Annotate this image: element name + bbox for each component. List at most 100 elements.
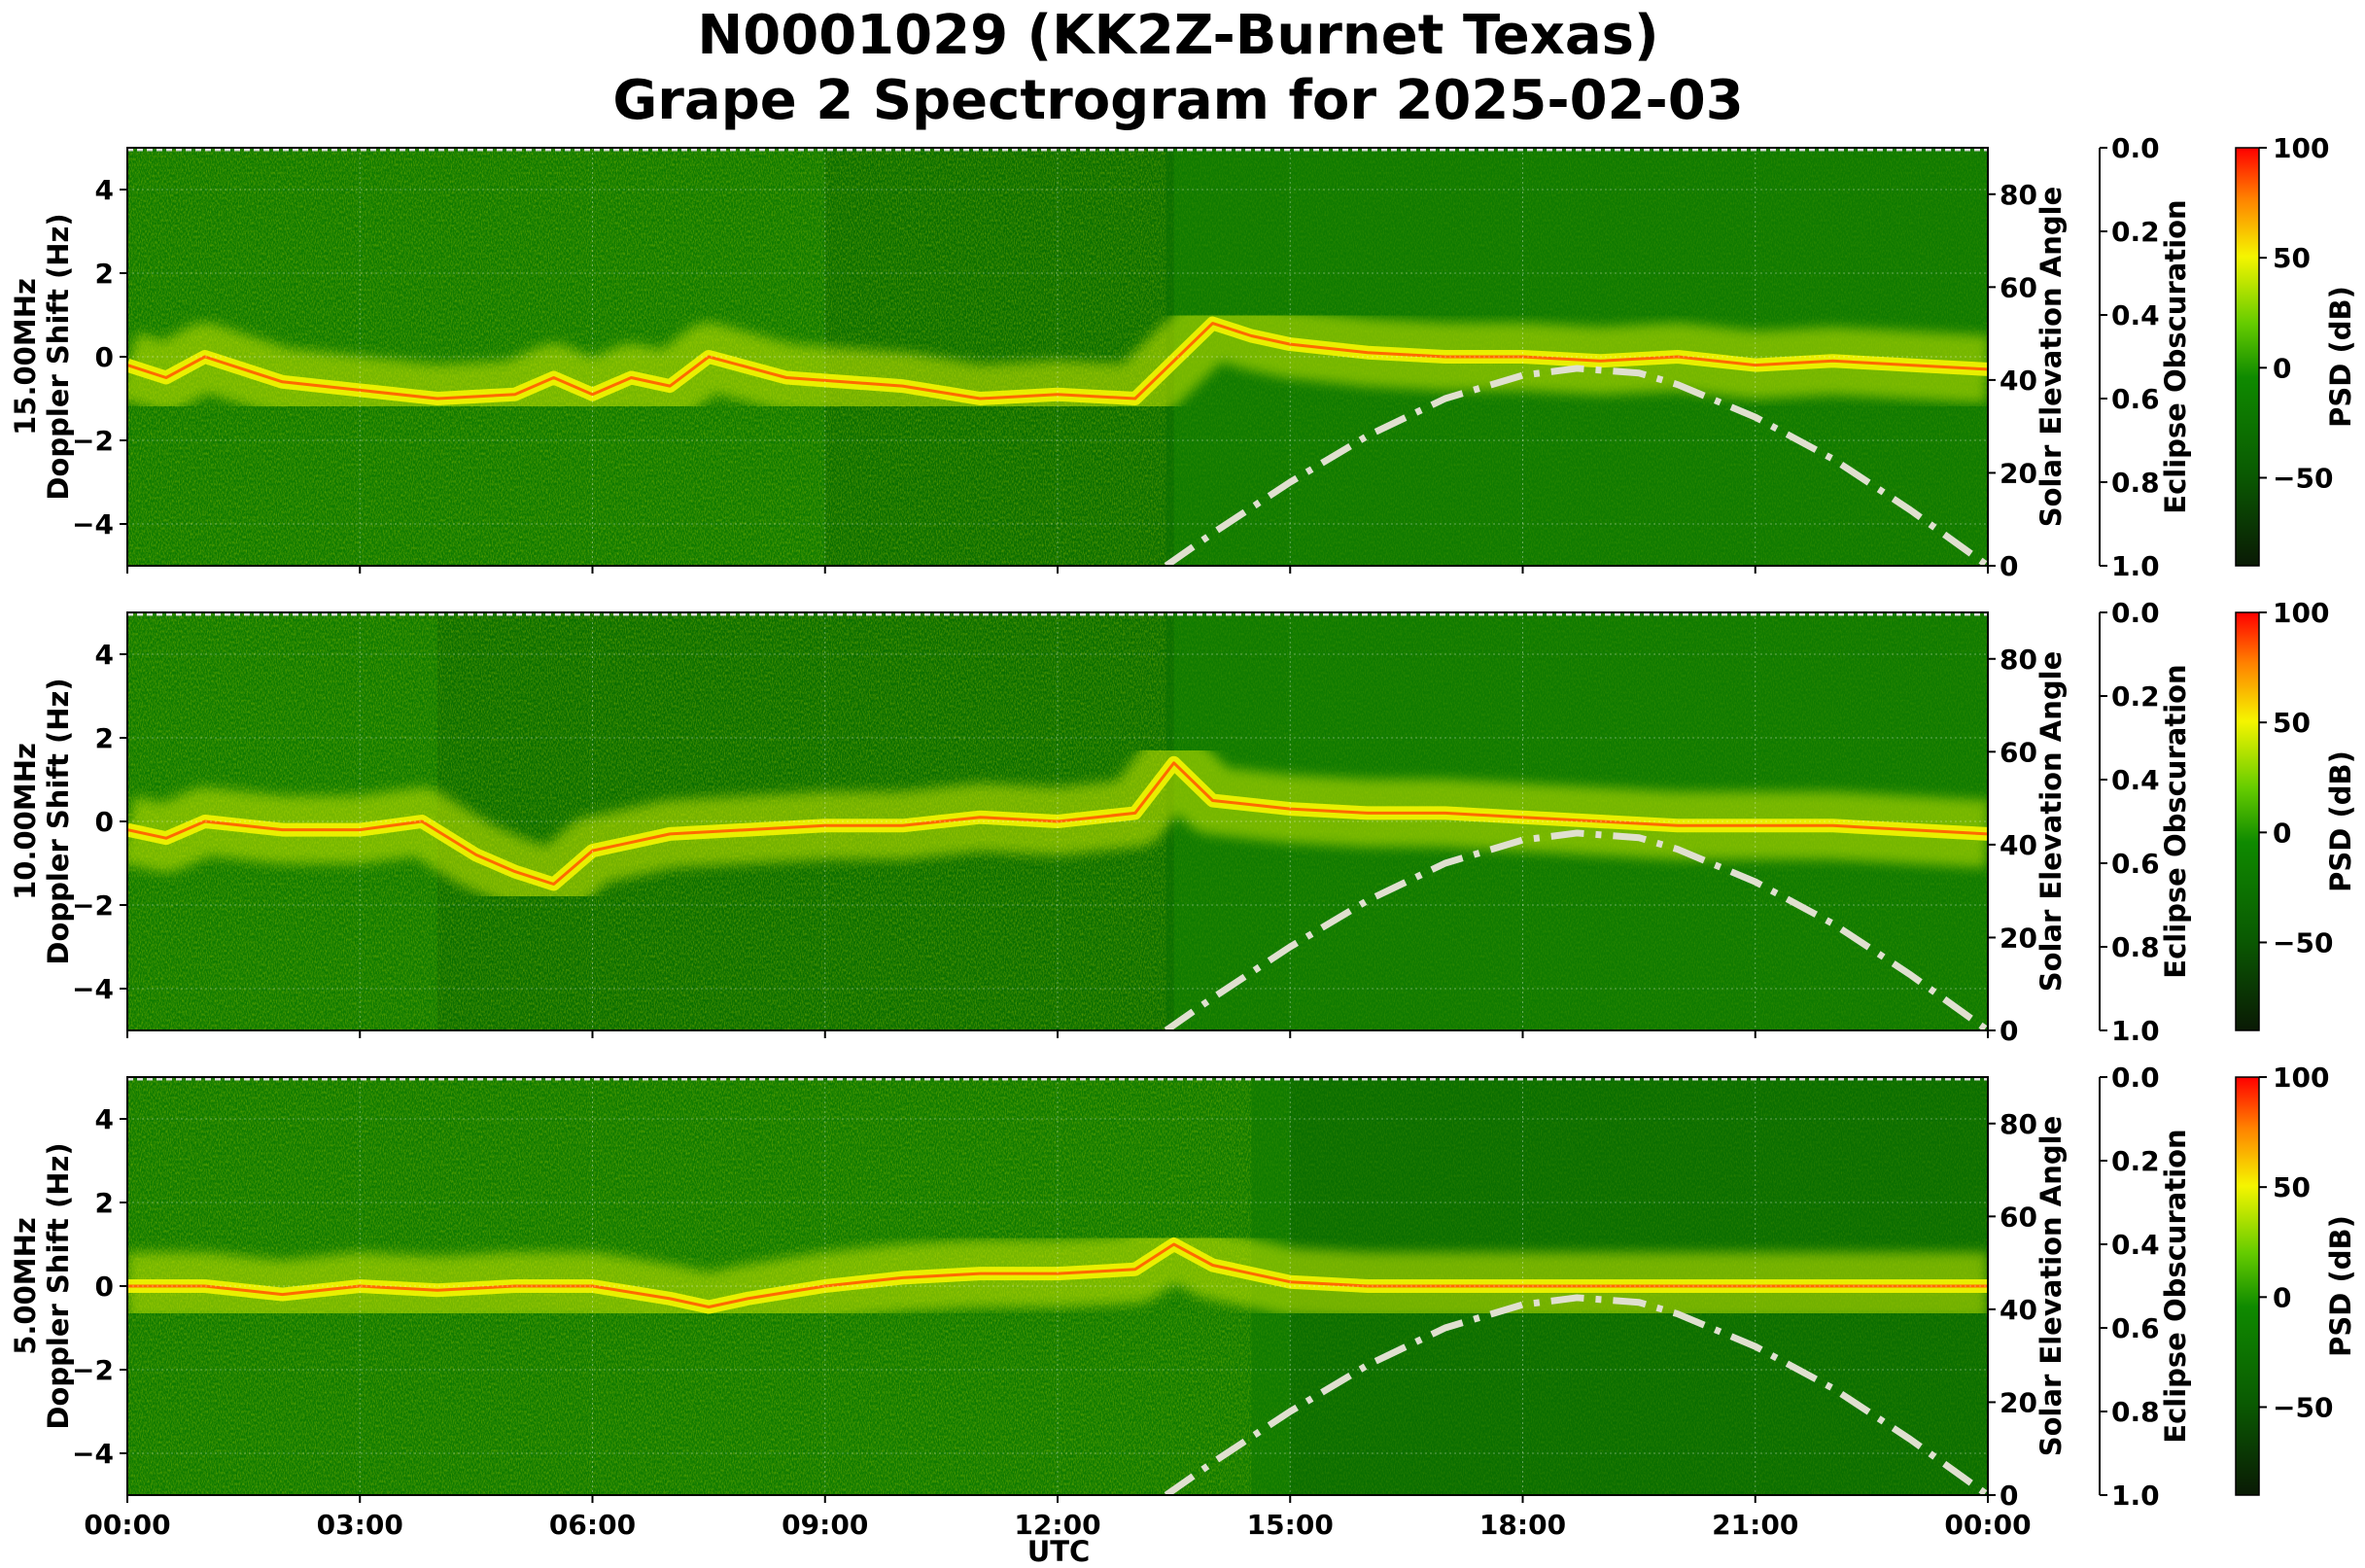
carrier-trace [127, 322, 1988, 401]
y-tick-label: −2 [72, 889, 114, 922]
y2-tick-label: 0 [2000, 1015, 2018, 1047]
y3-tick-label: 0.8 [2111, 931, 2160, 963]
colorbar-tick-label: 0 [2273, 817, 2291, 849]
y2-tick-label: 40 [2000, 1294, 2037, 1326]
spectrogram-image [127, 1077, 1988, 1495]
colorbar-tick-label: 100 [2273, 597, 2329, 629]
y2-tick-label: 40 [2000, 365, 2037, 397]
y-tick-label: 4 [95, 639, 114, 671]
y2-tick-label: 60 [2000, 1201, 2037, 1233]
solar-elevation-line [1164, 829, 1988, 1030]
y2-axis-label: Solar Elevation Angle [2035, 1116, 2068, 1457]
y-tick-label: 4 [95, 1103, 114, 1135]
solar-elevation-line [1164, 1294, 1988, 1495]
chart-title-line-2: Grape 2 Spectrogram for 2025-02-03 [612, 69, 1743, 132]
y-tick-label: 0 [95, 806, 114, 838]
x-tick-label: 15:00 [1247, 1509, 1334, 1541]
y2-tick-label: 20 [2000, 922, 2037, 954]
colorbar-tick-label: 0 [2273, 352, 2291, 384]
x-tick-label: 06:00 [549, 1509, 636, 1541]
y3-tick-label: 1.0 [2111, 1480, 2160, 1512]
y3-axis-label: Eclipse Obscuration [2159, 199, 2192, 513]
y-axis-label: Doppler Shift (Hz) [42, 213, 75, 500]
y2-tick-label: 80 [2000, 179, 2037, 211]
frequency-label: 10.00MHz [9, 743, 42, 900]
x-axis-label: UTC [1027, 1535, 1091, 1568]
carrier-trace [127, 1242, 1988, 1308]
y2-tick-label: 80 [2000, 644, 2037, 676]
y2-tick-label: 0 [2000, 1480, 2018, 1512]
y-tick-label: 4 [95, 174, 114, 206]
colorbar [2235, 611, 2260, 1031]
y3-axis-label: Eclipse Obscuration [2159, 664, 2192, 978]
y3-tick-label: 0.4 [2111, 764, 2160, 796]
y2-tick-label: 80 [2000, 1108, 2037, 1140]
y3-tick-label: 0.8 [2111, 467, 2160, 499]
x-tick-label: 03:00 [317, 1509, 403, 1541]
y-tick-label: −4 [72, 973, 114, 1005]
y-tick-label: −2 [72, 1354, 114, 1386]
y3-tick-label: 0.6 [2111, 1312, 2160, 1344]
colorbar-label: PSD (dB) [2324, 750, 2357, 892]
y3-tick-label: 1.0 [2111, 1015, 2160, 1047]
y3-tick-label: 0.0 [2111, 1062, 2160, 1094]
x-tick-label: 00:00 [84, 1509, 170, 1541]
y-tick-label: −2 [72, 425, 114, 457]
colorbar [2235, 147, 2260, 567]
chart-title-line-1: N0001029 (KK2Z-Burnet Texas) [697, 4, 1658, 67]
frequency-label: 5.00MHz [9, 1217, 42, 1355]
colorbar-label: PSD (dB) [2324, 1215, 2357, 1357]
panel-15-00mhz: 420−2−415.00MHz Doppler Shift (Hz)8060402… [9, 132, 2357, 582]
colorbar-tick-label: 100 [2273, 1062, 2329, 1094]
y2-tick-label: 40 [2000, 829, 2037, 861]
y-tick-label: −4 [72, 508, 114, 540]
y2-tick-label: 20 [2000, 457, 2037, 489]
y3-tick-label: 0.2 [2111, 680, 2160, 713]
y2-tick-label: 60 [2000, 736, 2037, 768]
y-tick-label: 0 [95, 341, 114, 373]
y2-axis-label: Solar Elevation Angle [2035, 187, 2068, 528]
x-tick-label: 18:00 [1479, 1509, 1566, 1541]
colorbar-tick-label: 50 [2273, 242, 2311, 274]
y3-tick-label: 0.6 [2111, 383, 2160, 415]
y-tick-label: 2 [95, 258, 114, 290]
y3-tick-label: 0.0 [2111, 597, 2160, 629]
x-tick-label: 21:00 [1712, 1509, 1798, 1541]
colorbar-tick-label: 50 [2273, 1171, 2311, 1203]
y-tick-label: 0 [95, 1271, 114, 1303]
panel-10-00mhz: 420−2−410.00MHz Doppler Shift (Hz)8060402… [9, 597, 2357, 1047]
y3-tick-label: 0.8 [2111, 1396, 2160, 1428]
x-tick-label: 09:00 [782, 1509, 868, 1541]
frequency-label: 15.00MHz [9, 278, 42, 436]
y2-axis-label: Solar Elevation Angle [2035, 651, 2068, 993]
y3-tick-label: 0.4 [2111, 299, 2160, 331]
y2-tick-label: 20 [2000, 1386, 2037, 1418]
y3-axis-label: Eclipse Obscuration [2159, 1129, 2192, 1443]
y3-tick-label: 0.4 [2111, 1229, 2160, 1261]
y-axis-label: Doppler Shift (Hz) [42, 1142, 75, 1429]
colorbar-tick-label: −50 [2273, 462, 2333, 494]
y3-tick-label: 0.2 [2111, 1145, 2160, 1177]
colorbar [2235, 1076, 2260, 1496]
y-tick-label: 2 [95, 722, 114, 754]
y3-tick-label: 1.0 [2111, 550, 2160, 582]
y3-tick-label: 0.6 [2111, 848, 2160, 880]
carrier-trace [127, 761, 1988, 886]
colorbar-tick-label: 0 [2273, 1281, 2291, 1313]
solar-elevation-line [1164, 365, 1988, 566]
y3-tick-label: 0.0 [2111, 132, 2160, 164]
y-tick-label: 2 [95, 1187, 114, 1219]
colorbar-tick-label: −50 [2273, 926, 2333, 958]
colorbar-label: PSD (dB) [2324, 286, 2357, 428]
colorbar-tick-label: 50 [2273, 707, 2311, 739]
colorbar-tick-label: −50 [2273, 1391, 2333, 1423]
spectrogram-image [127, 148, 1988, 566]
y-tick-label: −4 [72, 1438, 114, 1470]
y-axis-label: Doppler Shift (Hz) [42, 678, 75, 964]
y2-tick-label: 60 [2000, 271, 2037, 303]
panels: 420−2−415.00MHz Doppler Shift (Hz)8060402… [9, 132, 2357, 1541]
x-tick-label: 00:00 [1944, 1509, 2031, 1541]
x-tick-label: 12:00 [1014, 1509, 1100, 1541]
y2-tick-label: 0 [2000, 550, 2018, 582]
spectrogram-image [127, 612, 1988, 1030]
